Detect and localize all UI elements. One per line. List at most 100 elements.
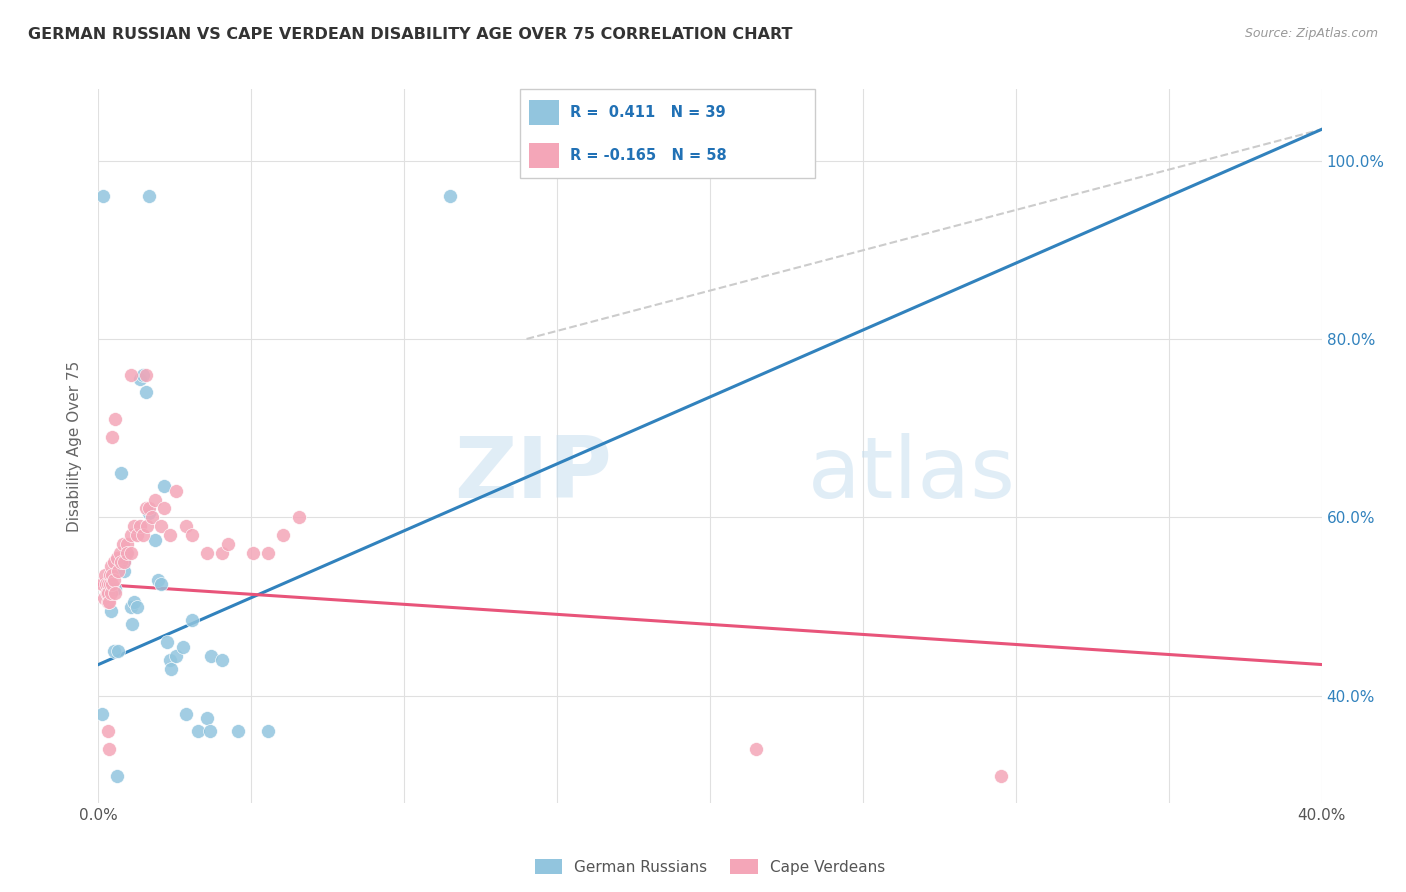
Point (107, 564, 129, 578)
Point (125, 599, 148, 614)
Point (120, 599, 142, 614)
Point (115, 546, 138, 560)
Point (135, 385, 157, 400)
Point (195, 711, 218, 725)
Point (180, 613, 202, 627)
Point (273, 528, 295, 542)
Point (138, 501, 160, 516)
Text: GERMAN RUSSIAN VS CAPE VERDEAN DISABILITY AGE OVER 75 CORRELATION CHART: GERMAN RUSSIAN VS CAPE VERDEAN DISABILIT… (28, 27, 793, 42)
Point (104, 412, 127, 426)
Point (121, 617, 143, 632)
Point (153, 501, 176, 516)
Point (91, 577, 114, 591)
Point (226, 724, 249, 739)
Point (150, 519, 173, 533)
Text: ZIP: ZIP (454, 433, 612, 516)
Point (101, 577, 124, 591)
Point (257, 546, 280, 560)
Point (745, 742, 768, 756)
Point (135, 368, 157, 382)
Point (135, 519, 157, 533)
Point (112, 564, 135, 578)
FancyBboxPatch shape (529, 143, 558, 168)
Point (217, 537, 239, 551)
Point (98, 742, 121, 756)
Point (98, 595, 121, 609)
Point (94, 568, 117, 582)
Point (150, 577, 173, 591)
Point (104, 582, 127, 596)
Point (120, 546, 142, 560)
Point (97, 577, 120, 591)
Point (120, 368, 142, 382)
Point (96, 586, 118, 600)
Point (97, 724, 120, 739)
Point (138, 189, 160, 203)
Point (100, 586, 122, 600)
Point (174, 706, 197, 721)
Point (104, 586, 127, 600)
Point (107, 644, 129, 658)
Point (257, 724, 280, 739)
Text: R = -0.165   N = 58: R = -0.165 N = 58 (571, 148, 727, 162)
Point (97, 595, 120, 609)
Point (180, 528, 202, 542)
Text: atlas: atlas (808, 433, 1017, 516)
Point (122, 519, 145, 533)
Point (141, 510, 163, 524)
Point (172, 640, 194, 654)
Point (101, 568, 124, 582)
Point (110, 546, 132, 560)
Point (990, 769, 1012, 783)
Point (439, 189, 461, 203)
Point (115, 537, 138, 551)
Point (105, 550, 128, 565)
Legend: German Russians, Cape Verdeans: German Russians, Cape Verdeans (529, 853, 891, 880)
Point (101, 430, 124, 444)
Point (110, 466, 132, 480)
Point (98, 577, 121, 591)
Point (198, 724, 221, 739)
FancyBboxPatch shape (520, 89, 815, 178)
Point (146, 573, 169, 587)
Point (91, 706, 114, 721)
Point (165, 648, 187, 663)
Point (143, 533, 166, 547)
Point (143, 492, 166, 507)
Point (159, 528, 181, 542)
Point (93, 591, 115, 605)
FancyBboxPatch shape (529, 100, 558, 125)
Point (153, 479, 176, 493)
Y-axis label: Disability Age Over 75: Disability Age Over 75 (67, 360, 83, 532)
Point (103, 644, 125, 658)
Point (211, 653, 233, 667)
Text: R =  0.411   N = 39: R = 0.411 N = 39 (571, 105, 725, 120)
Point (103, 555, 125, 569)
Point (128, 519, 150, 533)
Point (94, 577, 117, 591)
Point (200, 648, 222, 663)
Text: Source: ZipAtlas.com: Source: ZipAtlas.com (1244, 27, 1378, 40)
Point (105, 769, 128, 783)
Point (132, 528, 155, 542)
Point (97, 586, 120, 600)
Point (122, 595, 145, 609)
Point (112, 555, 135, 569)
Point (138, 506, 160, 520)
Point (125, 528, 148, 542)
Point (160, 662, 183, 676)
Point (242, 546, 264, 560)
Point (117, 546, 139, 560)
Point (287, 510, 309, 524)
Point (174, 519, 197, 533)
Point (100, 604, 122, 618)
Point (132, 368, 155, 382)
Point (112, 555, 135, 569)
Point (112, 537, 135, 551)
Point (211, 546, 233, 560)
Point (135, 501, 157, 516)
Point (100, 559, 122, 574)
Point (110, 555, 132, 569)
Point (103, 573, 125, 587)
Point (159, 653, 181, 667)
